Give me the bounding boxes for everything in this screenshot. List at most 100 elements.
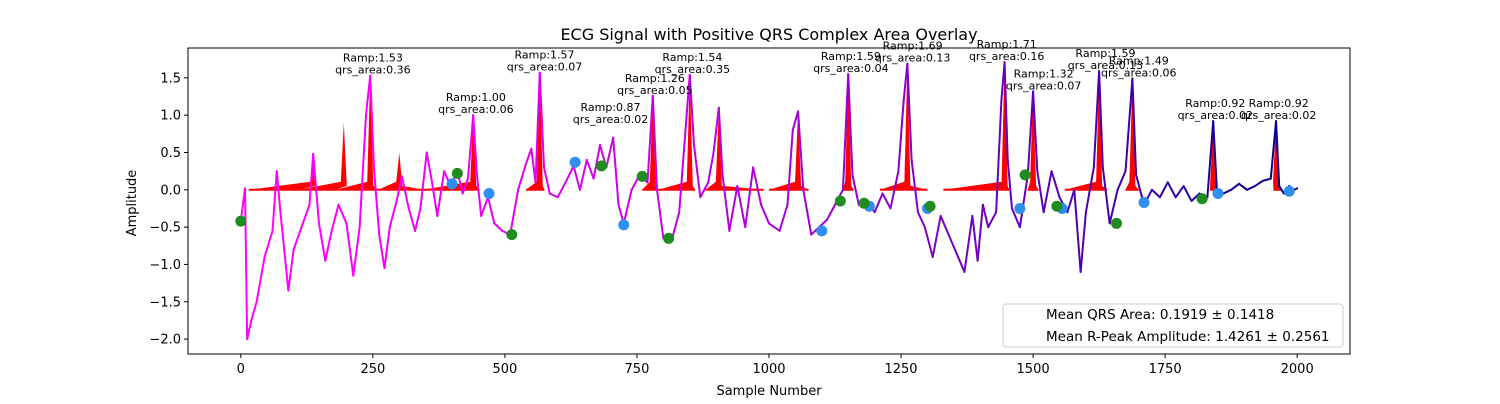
signal-segment bbox=[931, 214, 942, 258]
signal-segment bbox=[889, 170, 900, 210]
signal-segment bbox=[1174, 185, 1185, 199]
annotation-ramp-6: Ramp:1.54 bbox=[662, 51, 722, 64]
signal-segment bbox=[1084, 166, 1095, 214]
x-tick-label: 1500 bbox=[1017, 362, 1050, 377]
signal-segment bbox=[1108, 188, 1119, 225]
qrs-area-fill-2 bbox=[298, 122, 347, 190]
qrs-offset-marker-8 bbox=[1014, 202, 1026, 214]
qrs-area-fill-16 bbox=[1125, 78, 1139, 190]
legend-entry-mean-r-peak-amplitude: Mean R-Peak Amplitude: 1.4261 ± 0.2561 bbox=[1046, 329, 1330, 345]
signal-segment bbox=[538, 71, 545, 169]
signal-segment bbox=[1269, 120, 1278, 180]
signal-segment bbox=[275, 170, 282, 214]
qrs-area-fill-4 bbox=[378, 152, 424, 190]
x-axis-label: Sample Number bbox=[716, 384, 822, 399]
annotation-ramp-1: Ramp:1.53 bbox=[343, 52, 403, 65]
signal-segment bbox=[987, 211, 998, 229]
signal-segment bbox=[407, 207, 417, 232]
signal-segment bbox=[1246, 185, 1256, 191]
qrs-area-fill-5 bbox=[423, 115, 480, 190]
x-axis-ticks: 0 250 500 750 1000 1250 1500 1750 2000 bbox=[237, 354, 1314, 377]
signal-segment bbox=[534, 71, 541, 184]
signal-segment bbox=[585, 158, 595, 180]
signal-segment bbox=[292, 226, 303, 251]
annotation-qrs-area-1: qrs_area:0.36 bbox=[335, 64, 410, 77]
annotation-ramp-12: Ramp:1.49 bbox=[1109, 55, 1169, 68]
x-tick-label: 250 bbox=[360, 362, 385, 377]
signal-segment bbox=[1293, 187, 1299, 191]
annotation-qrs-area-5: qrs_area:0.05 bbox=[617, 84, 692, 97]
x-tick-label: 750 bbox=[625, 362, 650, 377]
signal-segment bbox=[910, 158, 919, 214]
legend-entry-mean-qrs-area: Mean QRS Area: 0.1919 ± 0.1418 bbox=[1046, 307, 1274, 323]
x-tick-label: 2000 bbox=[1281, 362, 1314, 377]
signal-segment bbox=[963, 214, 974, 273]
qrs-offset-marker-5 bbox=[816, 225, 828, 237]
qrs-offset-marker-1 bbox=[446, 178, 458, 190]
annotation-ramp-13: Ramp:0.92 bbox=[1185, 97, 1245, 110]
signal-segment bbox=[472, 114, 478, 176]
qrs-offset-marker-10 bbox=[1138, 196, 1150, 208]
signal-segment bbox=[372, 166, 381, 236]
qrs-offset-marker-3 bbox=[569, 156, 581, 168]
signal-segment bbox=[436, 170, 446, 217]
signal-segment bbox=[685, 73, 691, 124]
signal-segment bbox=[1079, 211, 1087, 273]
signal-segment bbox=[383, 226, 391, 270]
annotation-ramp-10: Ramp:1.32 bbox=[1014, 67, 1074, 80]
signal-segment bbox=[308, 152, 315, 206]
signal-segment bbox=[1036, 170, 1045, 214]
signal-segment bbox=[578, 158, 588, 191]
signal-segment bbox=[425, 151, 434, 184]
signal-segment bbox=[1275, 120, 1281, 188]
signal-segment bbox=[612, 136, 620, 206]
qrs-onset-marker-11 bbox=[1051, 200, 1063, 212]
signal-segment bbox=[897, 99, 905, 173]
x-tick-label: 1750 bbox=[1149, 362, 1182, 377]
signal-segment bbox=[1253, 179, 1264, 188]
signal-segment bbox=[923, 226, 934, 258]
signal-segment bbox=[1010, 207, 1021, 229]
chart-title: ECG Signal with Positive QRS Complex Are… bbox=[560, 25, 977, 44]
qrs-onset-marker-4 bbox=[596, 160, 608, 172]
signal-segment bbox=[525, 147, 533, 165]
signal-segment bbox=[337, 203, 348, 225]
x-tick-label: 500 bbox=[492, 362, 517, 377]
qrs-onset-marker-3 bbox=[506, 229, 518, 241]
qrs-area-fill-14 bbox=[1027, 91, 1039, 190]
qrs-onset-marker-6 bbox=[663, 232, 675, 244]
signal-segment bbox=[1212, 120, 1218, 191]
y-axis-label: Amplitude bbox=[125, 170, 140, 237]
signal-segment bbox=[802, 188, 813, 236]
signal-segment bbox=[692, 144, 702, 199]
signal-segment bbox=[1166, 181, 1177, 199]
signal-segment bbox=[300, 203, 311, 229]
annotation-ramp-2: Ramp:1.00 bbox=[446, 91, 506, 104]
qrs-area-fill-9 bbox=[705, 107, 764, 190]
signal-segment bbox=[414, 207, 422, 232]
signal-segment bbox=[345, 222, 355, 277]
signal-segment bbox=[712, 106, 720, 154]
signal-segment bbox=[841, 73, 850, 191]
signal-segment bbox=[572, 164, 581, 191]
signal-segment bbox=[564, 164, 575, 184]
annotation-qrs-area-7: qrs_area:0.04 bbox=[813, 62, 888, 75]
signal-segment bbox=[605, 136, 615, 169]
signal-segment bbox=[717, 106, 724, 176]
y-tick-label: −1.5 bbox=[149, 295, 181, 310]
signal-segment bbox=[493, 222, 504, 232]
signal-segment bbox=[388, 200, 398, 229]
signal-segment bbox=[768, 222, 781, 232]
signal-segment bbox=[786, 129, 794, 206]
y-axis-ticks: −2.0 −1.5 −1.0 −0.5 0.0 0.5 1.0 1.5 bbox=[149, 71, 188, 348]
x-tick-label: 1250 bbox=[884, 362, 917, 377]
signal-segment bbox=[791, 110, 800, 132]
signal-segment bbox=[881, 192, 892, 210]
qrs-area-fill-7 bbox=[642, 95, 659, 190]
signal-segment bbox=[847, 73, 854, 176]
qrs-onset-marker-12 bbox=[1111, 217, 1123, 229]
signal-segment bbox=[1092, 70, 1101, 169]
signal-segment bbox=[1150, 188, 1161, 199]
